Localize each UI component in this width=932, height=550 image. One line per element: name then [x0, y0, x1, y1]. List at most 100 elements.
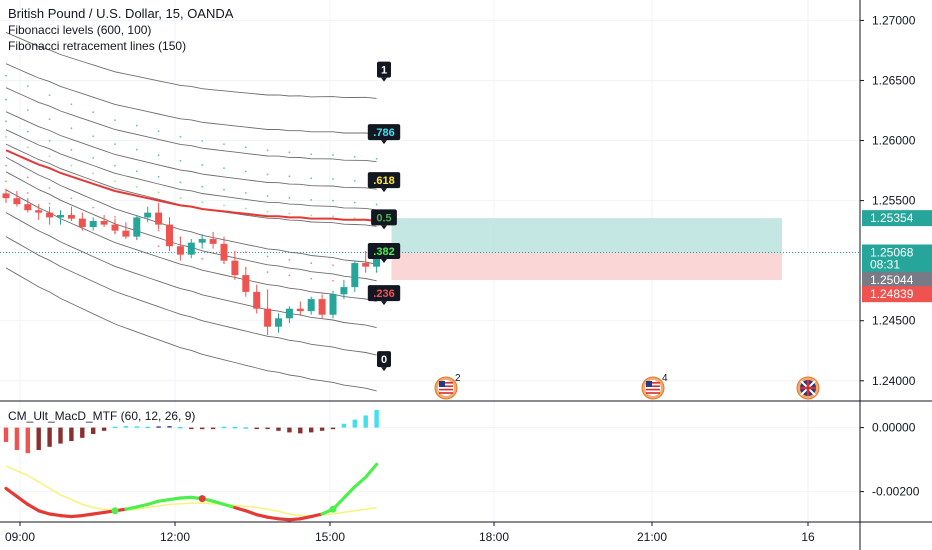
- fib-dot: [332, 199, 334, 202]
- macd-histogram-bar: [221, 426, 227, 429]
- fib-dot: [223, 204, 225, 207]
- fib-dot: [157, 245, 160, 248]
- fib-dot: [5, 136, 7, 138]
- macd-histogram: [3, 410, 379, 454]
- macd-y-tick-label: -0.00200: [872, 485, 920, 499]
- fib-dot: [179, 159, 182, 162]
- fib-dot: [310, 153, 313, 156]
- x-tick-label: 12:00: [160, 530, 190, 544]
- macd-line-segment: [353, 475, 368, 489]
- fib-level-tag: 1: [377, 61, 391, 82]
- candle-body: [155, 212, 163, 225]
- candle-body: [351, 263, 359, 288]
- fib-curve: [5, 236, 377, 356]
- fib-dot: [332, 215, 334, 218]
- macd-line-segment: [276, 517, 291, 522]
- macd-line-segment: [146, 499, 161, 506]
- fib-dot: [201, 140, 204, 142]
- fib-dot: [114, 180, 116, 183]
- fib-tag-pointer: [381, 77, 387, 82]
- macd-line-segment: [364, 462, 379, 479]
- fib-dot: [332, 279, 334, 282]
- candle-body: [176, 246, 184, 255]
- fib-tag-bg: [367, 285, 401, 302]
- x-tick-label: 21:00: [637, 530, 667, 544]
- flag-stripe: [646, 392, 660, 394]
- us-event-icon[interactable]: 2: [434, 373, 461, 400]
- candle-body: [13, 198, 21, 205]
- candle-body: [166, 224, 173, 247]
- fib-dot: [244, 207, 247, 210]
- macd-histogram-bar: [254, 427, 259, 430]
- candle-body: [35, 210, 43, 213]
- macd-histogram-bar: [14, 427, 20, 450]
- fib-dot: [266, 271, 269, 274]
- fib-dot: [92, 156, 95, 159]
- profit-zone: [391, 218, 782, 253]
- candle-body: [307, 299, 315, 312]
- fib-dot: [135, 124, 138, 127]
- macd-histogram-bar: [145, 426, 150, 429]
- us-event-icon[interactable]: 4: [641, 373, 668, 400]
- candle-body: [285, 308, 293, 319]
- fib-level-tag: .618: [367, 172, 401, 193]
- macd-line-segment: [255, 513, 270, 519]
- price-tag-bg: [862, 271, 932, 288]
- event-count: 4: [662, 373, 668, 384]
- fib-dot: [266, 255, 269, 258]
- candle-body: [296, 308, 304, 312]
- fib-dot: [48, 118, 51, 121]
- candle-body: [100, 221, 108, 225]
- macd-line-segment: [178, 495, 193, 500]
- macd-histogram-bar: [3, 427, 9, 442]
- fib-tag-bg: [371, 209, 397, 226]
- fib-tag-bg: [377, 61, 391, 78]
- fib-dot: [135, 170, 138, 173]
- fib-level-tag: .786: [367, 124, 401, 145]
- candle-body: [67, 215, 75, 219]
- flag-stripe: [646, 388, 660, 391]
- fib-dot: [92, 172, 95, 175]
- fib-dot: [332, 178, 334, 180]
- x-tick-label: 09:00: [5, 530, 35, 544]
- fib-dot: [70, 197, 73, 200]
- indicator-fib-levels[interactable]: Fibonacci levels (600, 100): [8, 23, 152, 37]
- chart-title: British Pound / U.S. Dollar, 15, OANDA: [8, 6, 234, 21]
- fib-dot: [26, 109, 29, 111]
- macd-histogram-bar: [319, 427, 325, 431]
- fib-dot: [332, 154, 334, 156]
- fib-tag-label: 0: [381, 354, 387, 366]
- macd-line-segment: [298, 514, 313, 521]
- fib-dot: [353, 155, 356, 158]
- macd-histogram-bar: [189, 427, 194, 430]
- price-tag-bg: [862, 256, 932, 273]
- macd-histogram-bar: [243, 427, 248, 429]
- fib-dot: [266, 149, 269, 152]
- fib-dot: [179, 135, 182, 138]
- fib-dot: [70, 103, 73, 106]
- indicator-fib-retracement[interactable]: Fibonacci retracement lines (150): [8, 39, 187, 53]
- moving-average: [5, 149, 377, 222]
- fib-dot: [223, 143, 225, 146]
- x-tick-label: 16: [801, 530, 815, 544]
- loss-zone: [391, 252, 782, 280]
- macd-histogram-bar: [101, 427, 107, 431]
- price-tag-label: 1.25068: [870, 245, 914, 259]
- fib-dot: [353, 217, 356, 220]
- fib-dot: [310, 214, 313, 217]
- fib-level-tag: 0: [377, 351, 391, 372]
- macd-histogram-bar: [69, 427, 74, 442]
- macd-y-tick-label: 0.00000: [872, 421, 916, 435]
- fib-dot: [201, 185, 204, 188]
- macd-line-segment: [167, 496, 182, 502]
- price-tag-label: 08:31: [870, 258, 900, 272]
- macd-title[interactable]: CM_Ult_MacD_MTF (60, 12, 26, 9): [8, 409, 196, 423]
- flag-stripe: [439, 382, 453, 384]
- x-tick-label: 15:00: [315, 530, 345, 544]
- fib-dot: [157, 130, 160, 133]
- fib-tag-label: .786: [373, 127, 394, 139]
- uk-event-icon[interactable]: [796, 376, 820, 400]
- fib-dot: [5, 120, 7, 123]
